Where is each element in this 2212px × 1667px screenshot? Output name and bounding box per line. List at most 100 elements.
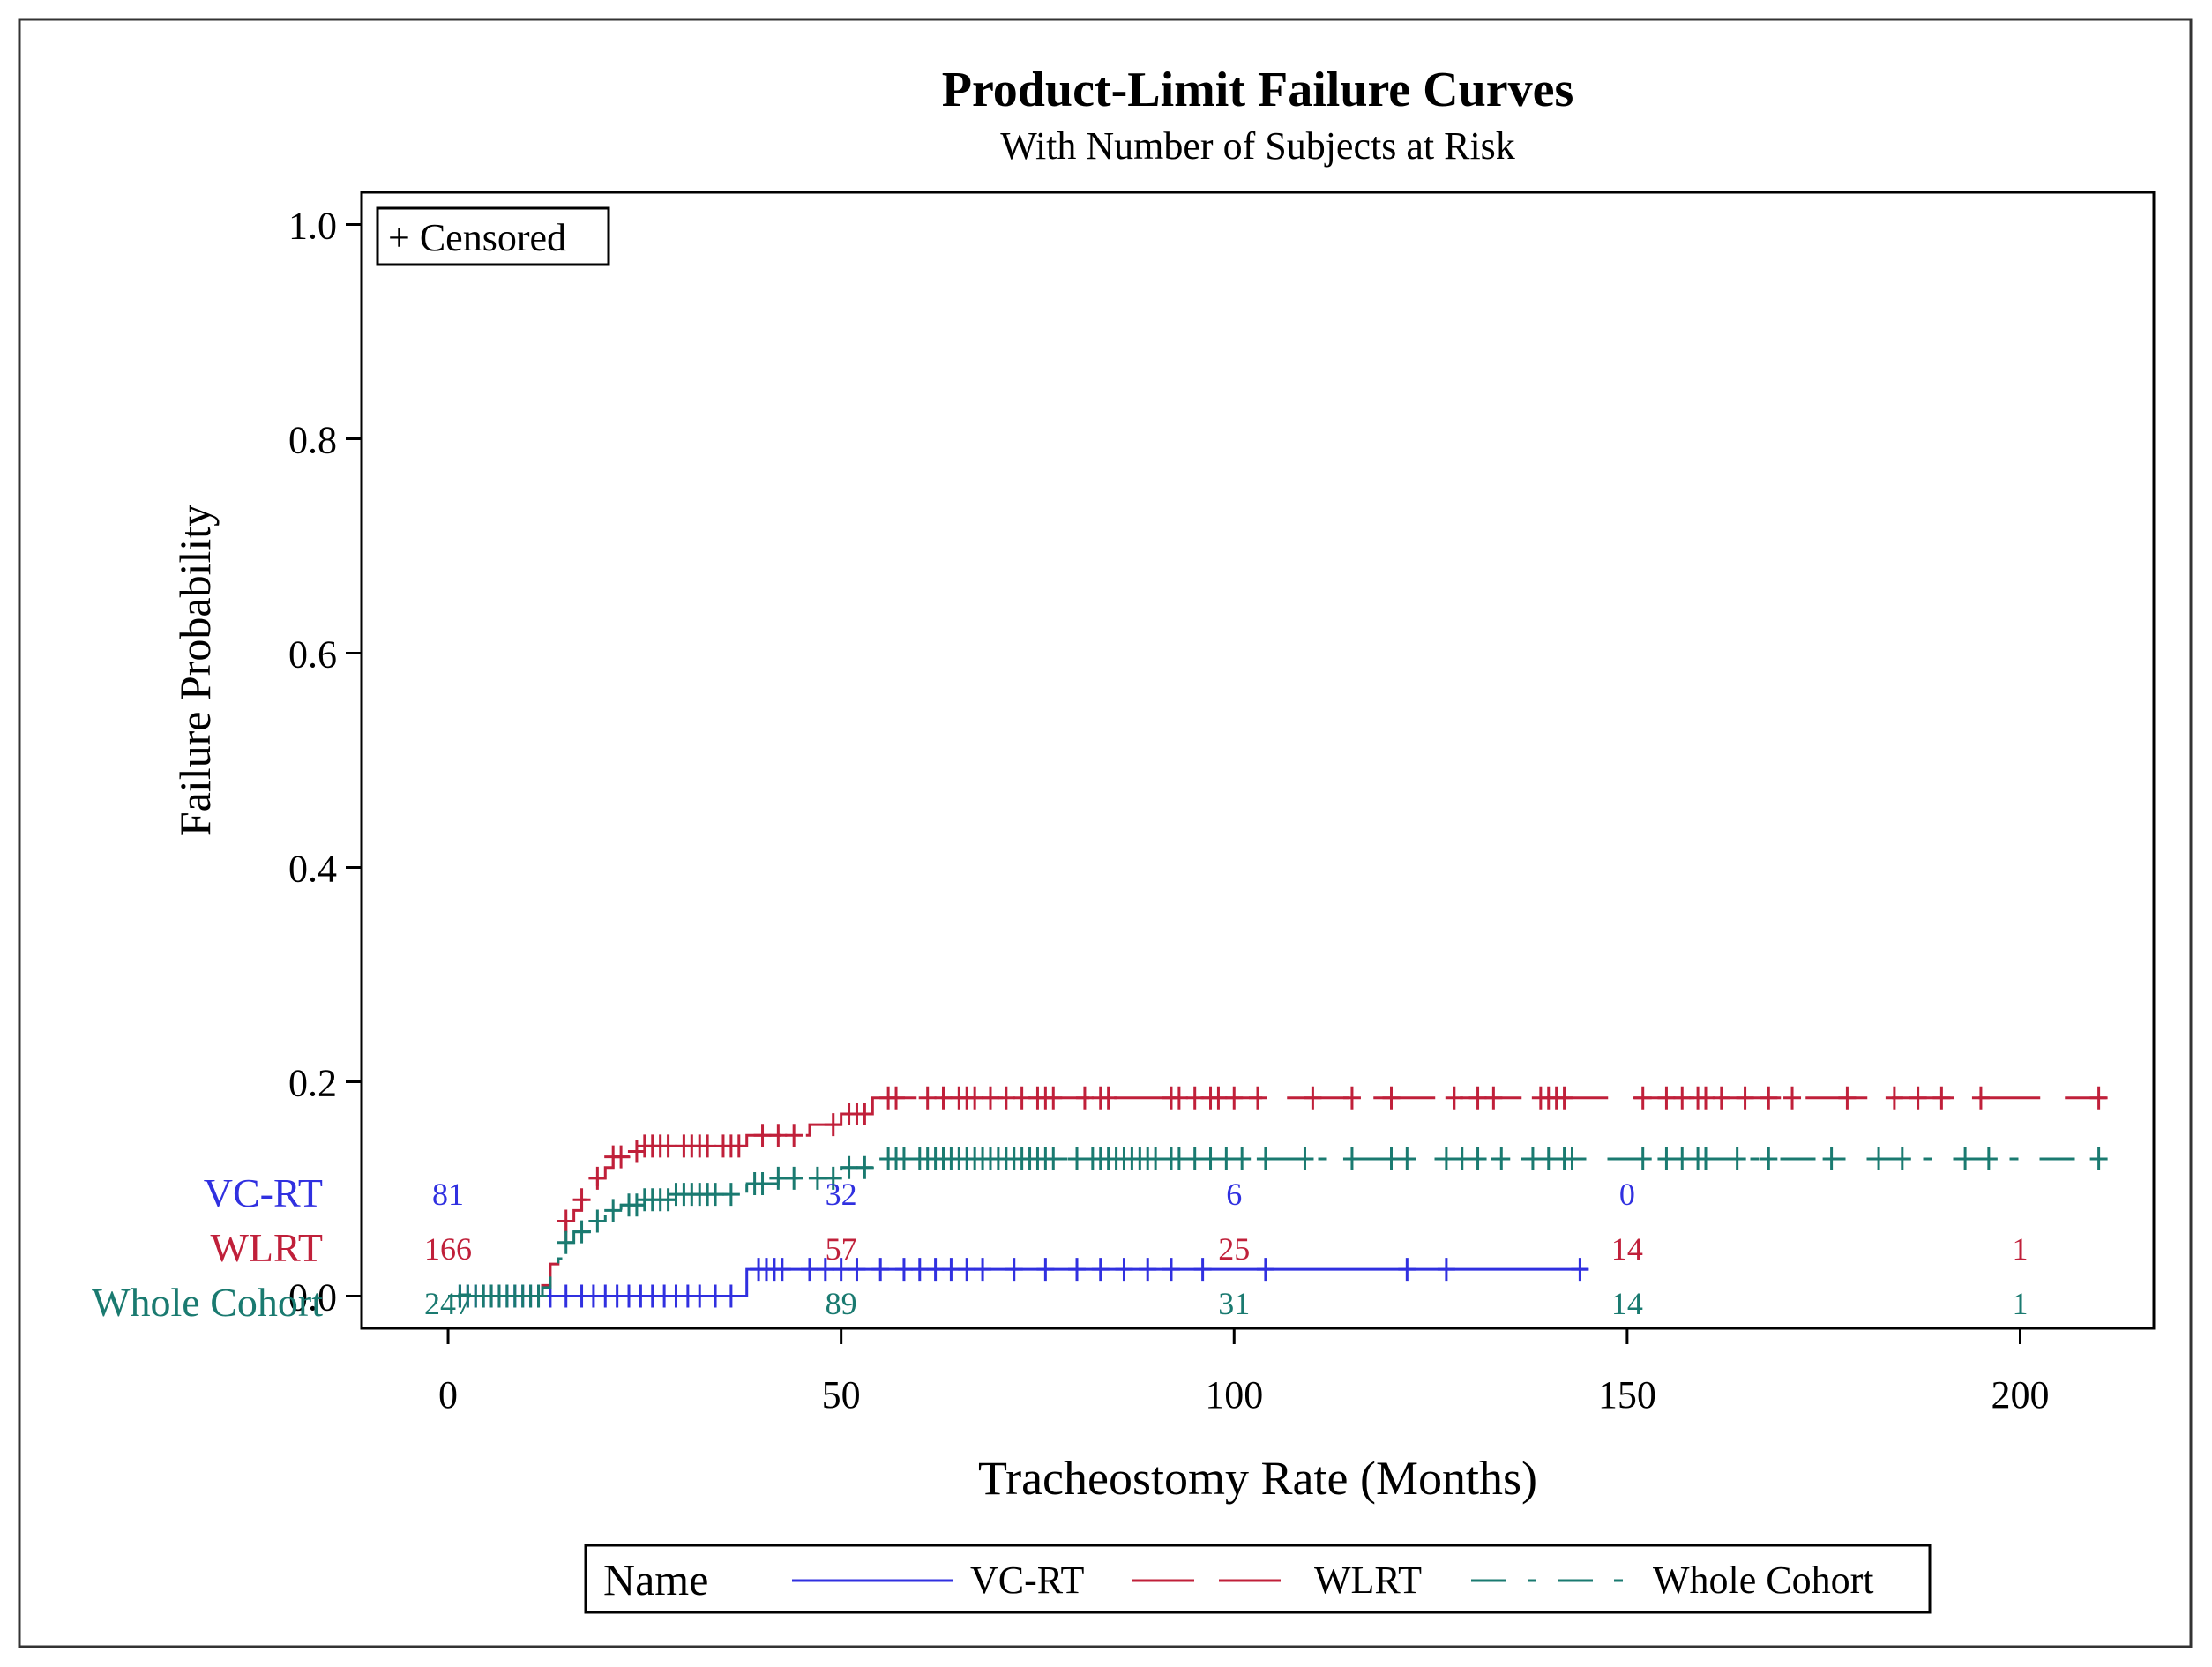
censor-mark — [934, 1086, 953, 1110]
censor-mark — [627, 1193, 646, 1217]
at-risk-count: 166 — [424, 1231, 472, 1267]
censor-mark — [1170, 1147, 1188, 1171]
censor-mark — [753, 1171, 772, 1195]
censored-key: + Censored — [376, 206, 610, 266]
censor-mark — [1437, 1147, 1455, 1171]
y-axis-label: Failure Probability — [170, 505, 220, 836]
censor-mark — [1555, 1086, 1573, 1110]
censor-mark — [894, 1258, 913, 1282]
censor-mark — [721, 1284, 740, 1308]
censor-mark — [801, 1258, 818, 1282]
censor-mark — [1256, 1258, 1274, 1282]
censor-mark — [1099, 1086, 1117, 1110]
at-risk-row-label: VC-RT — [204, 1170, 323, 1215]
censor-mark — [1728, 1147, 1746, 1171]
at-risk-table: VC-RT 81 32 6 0 WLRT 166 57 25 14 1 Whole Cohort 247… — [92, 1170, 2028, 1325]
censor-mark — [1091, 1258, 1110, 1282]
series-vc-rt — [448, 1258, 1589, 1308]
censor-mark — [1453, 1147, 1471, 1171]
censor-mark — [773, 1258, 791, 1282]
series-wlrt — [448, 1086, 2108, 1298]
censor-mark — [769, 1124, 788, 1147]
censor-mark — [1697, 1147, 1715, 1171]
at-risk-count: 6 — [1226, 1177, 1242, 1212]
censor-mark — [1673, 1086, 1692, 1110]
censor-mark — [1170, 1086, 1188, 1110]
censor-mark — [1956, 1147, 1975, 1171]
series-layer — [448, 1086, 2108, 1308]
censor-mark — [612, 1145, 631, 1169]
x-tick-label: 200 — [1991, 1373, 2049, 1417]
series-whole-cohort — [448, 1147, 2108, 1308]
censor-mark — [816, 1258, 834, 1282]
censor-mark — [887, 1086, 906, 1110]
censor-mark — [1885, 1086, 1903, 1110]
censor-mark — [871, 1258, 890, 1282]
censor-mark — [706, 1284, 725, 1308]
censor-mark — [824, 1166, 842, 1190]
censor-mark — [808, 1166, 826, 1190]
censor-mark — [1673, 1147, 1692, 1171]
censor-mark — [1256, 1147, 1274, 1171]
y-tick-label: 1.0 — [288, 204, 337, 247]
censor-mark — [2089, 1147, 2108, 1171]
censor-mark — [848, 1258, 866, 1282]
censor-mark — [1822, 1147, 1841, 1171]
censor-mark — [926, 1258, 945, 1282]
at-risk-count: 247 — [424, 1286, 472, 1321]
y-tick-label: 0.0 — [288, 1276, 337, 1319]
at-risk-count: 25 — [1218, 1231, 1250, 1267]
censor-mark — [1838, 1086, 1857, 1110]
censor-mark — [1783, 1086, 1802, 1110]
censor-mark — [840, 1155, 858, 1179]
censor-mark — [1185, 1086, 1204, 1110]
censor-mark — [1193, 1258, 1212, 1282]
at-risk-count: 14 — [1611, 1231, 1643, 1267]
figure-frame — [18, 18, 2193, 1648]
censor-mark — [856, 1102, 874, 1125]
at-risk-count: 57 — [826, 1231, 857, 1267]
censor-mark — [1760, 1086, 1778, 1110]
censored-key-box — [376, 206, 610, 266]
censor-mark — [604, 1199, 623, 1222]
legend-entry-label: VC-RT — [970, 1559, 1084, 1602]
censor-mark — [588, 1166, 607, 1190]
censor-mark — [769, 1166, 788, 1190]
censor-mark — [824, 1113, 842, 1137]
censor-mark — [1139, 1258, 1157, 1282]
censor-mark — [1468, 1147, 1487, 1171]
censor-mark — [1036, 1258, 1055, 1282]
censor-mark — [1539, 1147, 1558, 1171]
censor-mark — [1225, 1086, 1244, 1110]
legend-box — [584, 1544, 1932, 1614]
at-risk-count: 1 — [2012, 1286, 2028, 1321]
censor-mark — [572, 1220, 591, 1244]
censor-mark — [1893, 1147, 1911, 1171]
censor-mark — [1304, 1086, 1322, 1110]
censor-mark — [557, 1230, 575, 1254]
censor-mark — [2089, 1086, 2108, 1110]
x-axis: 0 50 100 150 200 — [438, 1328, 2049, 1417]
y-axis: 0.0 0.2 0.4 0.6 0.8 1.0 — [288, 204, 362, 1319]
censor-mark — [1657, 1086, 1676, 1110]
at-risk-row-label: Whole Cohort — [92, 1280, 323, 1325]
censor-mark — [1633, 1086, 1652, 1110]
censor-mark — [572, 1188, 591, 1212]
at-risk-count: 32 — [826, 1177, 857, 1212]
censor-mark — [966, 1086, 984, 1110]
censor-mark — [942, 1258, 960, 1282]
censor-mark — [1115, 1258, 1133, 1282]
x-axis-label: Tracheostomy Rate (Months) — [978, 1452, 1537, 1505]
censor-mark — [691, 1284, 709, 1308]
censor-mark — [529, 1284, 548, 1308]
censor-mark — [1932, 1086, 1951, 1110]
censored-key-label: + Censored — [388, 216, 566, 259]
censor-mark — [1979, 1147, 1998, 1171]
censor-mark — [729, 1134, 748, 1158]
censor-mark — [659, 1134, 677, 1158]
censor-mark — [1005, 1258, 1023, 1282]
censor-mark — [1044, 1086, 1063, 1110]
censor-mark — [557, 1209, 575, 1233]
censor-mark — [1697, 1086, 1715, 1110]
at-risk-count: 1 — [2012, 1231, 2028, 1267]
